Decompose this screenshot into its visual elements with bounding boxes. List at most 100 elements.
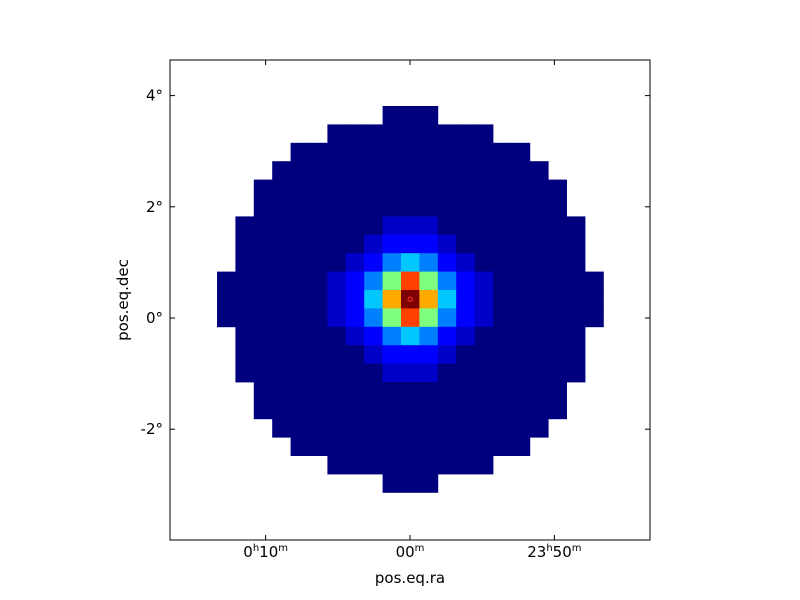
heatmap-cell — [364, 382, 383, 401]
heatmap-cell — [290, 363, 310, 383]
heatmap-cell — [419, 142, 439, 162]
y-axis-ticks: 4° 2° 0° -2° — [141, 87, 650, 438]
heatmap-cell — [290, 234, 310, 254]
heatmap-cell — [309, 142, 328, 162]
heatmap-cell — [253, 308, 273, 328]
heatmap-cell — [419, 308, 439, 328]
heatmap-cell — [327, 363, 347, 383]
heatmap-cell — [364, 400, 383, 420]
heatmap-cell — [345, 216, 365, 236]
heatmap-cell — [419, 179, 439, 199]
heatmap-cell — [493, 179, 512, 199]
heatmap-cell — [548, 363, 567, 383]
heatmap-cell — [437, 418, 457, 438]
heatmap-cell — [419, 271, 439, 291]
heatmap-cell — [327, 179, 347, 199]
heatmap-cell — [327, 290, 347, 309]
heatmap-cell — [474, 253, 494, 272]
heatmap-cell — [290, 400, 310, 420]
heatmap-cell — [456, 271, 475, 291]
heatmap-cell — [511, 290, 531, 309]
heatmap-cell — [345, 437, 365, 456]
heatmap-cell — [272, 308, 291, 328]
heatmap-cell — [437, 142, 457, 162]
heatmap-cell — [529, 290, 549, 309]
heatmap-cell — [474, 271, 494, 291]
heatmap-cell — [474, 326, 494, 346]
heatmap-cell — [382, 418, 402, 438]
heatmap-cells — [217, 106, 604, 493]
heatmap-cell — [327, 161, 347, 180]
heatmap-cell — [493, 363, 512, 383]
heatmap-cell — [493, 418, 512, 438]
heatmap-cell — [529, 308, 549, 328]
x-tick-label: 23h50m — [527, 543, 581, 561]
heatmap-cell — [272, 326, 291, 346]
heatmap-cell — [437, 124, 457, 144]
heatmap-cell — [401, 142, 420, 162]
heatmap-cell — [364, 142, 383, 162]
heatmap-cell — [474, 290, 494, 309]
heatmap-cell — [382, 142, 402, 162]
heatmap-cell — [548, 290, 567, 309]
heatmap-cell — [437, 308, 457, 328]
heatmap-cell — [474, 363, 494, 383]
heatmap-cell — [511, 216, 531, 236]
heatmap-cell — [419, 198, 439, 217]
heatmap-cell — [401, 345, 420, 364]
heatmap-cell — [511, 400, 531, 420]
heatmap-cell — [327, 271, 347, 291]
heatmap-cell — [309, 308, 328, 328]
heatmap-cell — [474, 124, 494, 144]
heatmap-cell — [529, 198, 549, 217]
heatmap-cell — [493, 271, 512, 291]
heatmap-cell — [290, 290, 310, 309]
heatmap-cell — [529, 234, 549, 254]
heatmap-cell — [566, 308, 586, 328]
heatmap-cell — [419, 474, 439, 493]
heatmap-cell — [401, 216, 420, 236]
heatmap-cell — [382, 474, 402, 493]
heatmap-cell — [548, 382, 567, 401]
heatmap-cell — [511, 271, 531, 291]
heatmap-cell — [382, 179, 402, 199]
heatmap-cell — [382, 326, 402, 346]
heatmap-cell — [309, 271, 328, 291]
heatmap-cell — [253, 326, 273, 346]
heatmap-cell — [382, 437, 402, 456]
heatmap-cell — [290, 382, 310, 401]
heatmap-cell — [585, 290, 604, 309]
heatmap-cell — [290, 345, 310, 364]
heatmap-cell — [382, 234, 402, 254]
peak-marker-layer — [407, 296, 413, 302]
heatmap-cell — [474, 179, 494, 199]
heatmap-cell — [474, 142, 494, 162]
heatmap-cell — [456, 455, 475, 475]
heatmap-cell — [401, 455, 420, 475]
heatmap-cell — [548, 326, 567, 346]
heatmap-cell — [529, 382, 549, 401]
heatmap-cell — [364, 161, 383, 180]
heatmap-cell — [235, 326, 255, 346]
heatmap-cell — [382, 400, 402, 420]
heatmap-cell — [566, 345, 586, 364]
heatmap-cell — [253, 271, 273, 291]
heatmap-cell — [309, 253, 328, 272]
heatmap-cell — [437, 271, 457, 291]
x-tick-label: 0h10m — [243, 543, 288, 561]
heatmap-cell — [419, 216, 439, 236]
heatmap-cell — [217, 308, 236, 328]
heatmap-cell — [493, 326, 512, 346]
heatmap-cell — [382, 308, 402, 328]
heatmap-cell — [456, 124, 475, 144]
heatmap-cell — [529, 418, 549, 438]
heatmap-cell — [529, 253, 549, 272]
heatmap-cell — [437, 455, 457, 475]
heatmap-cell — [511, 179, 531, 199]
x-axis-ticks: 0h10m 00m 23h50m — [243, 60, 582, 561]
heatmap-cell — [309, 382, 328, 401]
heatmap-cell — [309, 234, 328, 254]
heatmap-cell — [382, 161, 402, 180]
heatmap-cell — [235, 308, 255, 328]
heatmap-cell — [474, 455, 494, 475]
